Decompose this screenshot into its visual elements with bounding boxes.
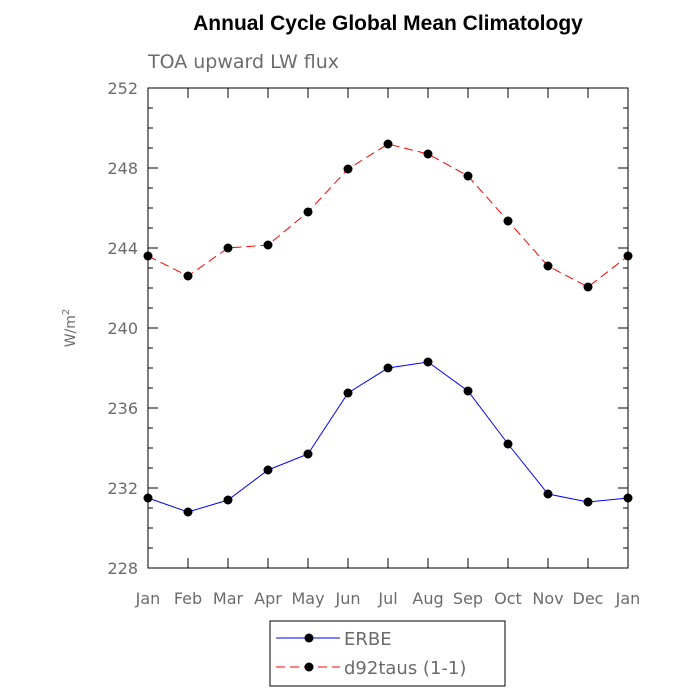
data-point-d92taus-1-1 (183, 271, 193, 281)
data-point-erbe (543, 489, 553, 499)
chart-subtitle: TOA upward LW flux (147, 51, 339, 73)
x-tick-label: Sep (453, 589, 483, 608)
data-point-erbe (463, 386, 473, 396)
y-tick-label: 252 (107, 79, 138, 98)
plot-frame (147, 87, 629, 569)
y-tick-label: 228 (107, 559, 138, 578)
y-tick-label: 244 (107, 239, 138, 258)
y-tick-label: 232 (107, 479, 138, 498)
data-point-d92taus-1-1 (263, 240, 273, 250)
y-axis-title-text: W/m (63, 315, 79, 347)
chart-title: Annual Cycle Global Mean Climatology (193, 12, 583, 35)
data-point-d92taus-1-1 (223, 243, 233, 253)
legend-erbe-marker (304, 633, 314, 643)
legend-erbe-label: ERBE (344, 629, 392, 650)
x-tick-label: Mar (213, 589, 244, 608)
data-point-d92taus-1-1 (383, 139, 393, 149)
legend-d92taus-label: d92taus (1-1) (344, 658, 466, 679)
data-point-d92taus-1-1 (583, 282, 593, 292)
data-point-erbe (583, 497, 593, 507)
legend-d92taus-marker (304, 662, 314, 672)
data-point-d92taus-1-1 (423, 149, 433, 159)
y-tick-label: 248 (107, 159, 138, 178)
y-axis-title: W/m2 (61, 309, 79, 348)
x-tick-label: Jul (377, 589, 397, 608)
series-line-d92taus-1-1 (147, 143, 629, 288)
data-point-erbe (423, 357, 433, 367)
y-tick-label: 240 (107, 319, 138, 338)
x-tick-label: Dec (573, 589, 604, 608)
data-point-d92taus-1-1 (343, 164, 353, 174)
x-tick-label: Oct (494, 589, 522, 608)
x-tick-labels: Jan Feb Mar Apr May Jun Jul Aug Sep Oct Nov Dec Jan (135, 589, 641, 608)
x-tick-label: Nov (532, 589, 563, 608)
x-tick-label: Feb (174, 589, 202, 608)
data-point-erbe (383, 363, 393, 373)
x-tick-label: Jan (135, 589, 161, 608)
data-point-erbe (503, 439, 513, 449)
y-axis-title-superscript: 2 (61, 309, 72, 315)
data-point-erbe (303, 449, 313, 459)
data-point-erbe (343, 388, 353, 398)
data-point-d92taus-1-1 (463, 171, 473, 181)
series-line-erbe (147, 361, 629, 513)
y-tick-label: 236 (107, 399, 138, 418)
legend: ERBE d92taus (1-1) (269, 620, 506, 687)
data-point-erbe (263, 465, 273, 475)
legend-box (269, 620, 506, 687)
x-tick-label: Aug (412, 589, 443, 608)
x-tick-label: Jan (615, 589, 641, 608)
x-tick-label: May (291, 589, 324, 608)
data-point-erbe (183, 507, 193, 517)
series-layer (143, 139, 633, 517)
data-point-erbe (223, 495, 233, 505)
x-tick-label: Apr (254, 589, 282, 608)
data-point-d92taus-1-1 (503, 216, 513, 226)
y-tick-labels: 228 232 236 240 244 248 252 (107, 79, 138, 578)
data-point-d92taus-1-1 (543, 261, 553, 271)
x-tick-label: Jun (335, 589, 361, 608)
data-point-d92taus-1-1 (303, 207, 313, 217)
